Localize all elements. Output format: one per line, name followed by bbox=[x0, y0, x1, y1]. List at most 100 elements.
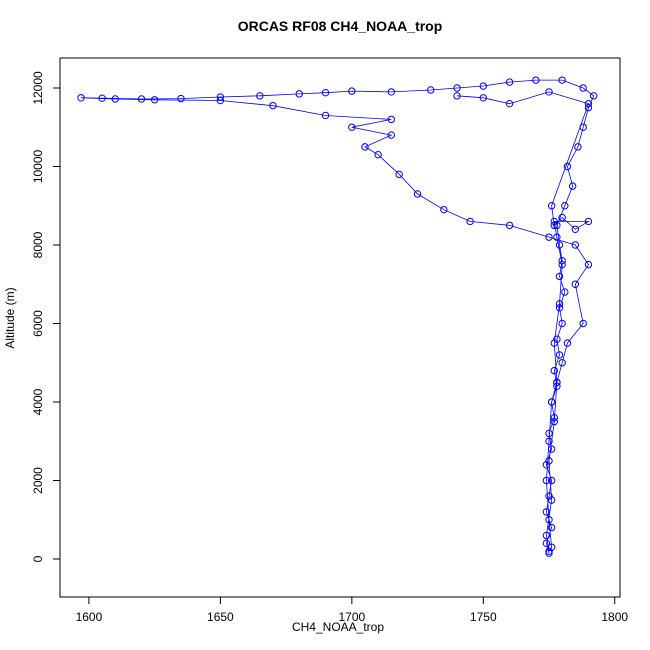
data-point bbox=[553, 233, 561, 241]
data-point bbox=[542, 508, 551, 516]
data-point bbox=[374, 151, 382, 159]
data-point bbox=[505, 99, 514, 108]
x-tick-label: 1600 bbox=[76, 610, 103, 624]
data-point bbox=[547, 523, 556, 532]
data-point bbox=[555, 304, 564, 312]
x-tick-label: 1650 bbox=[207, 610, 234, 624]
data-point bbox=[558, 213, 566, 222]
data-point bbox=[440, 205, 448, 214]
data-point bbox=[321, 111, 330, 120]
data-point bbox=[584, 217, 593, 226]
plot-frame bbox=[59, 57, 621, 598]
data-point bbox=[427, 86, 435, 94]
data-point bbox=[558, 256, 566, 265]
y-tick-label: 0 bbox=[31, 555, 45, 562]
data-point bbox=[269, 101, 277, 110]
data-point bbox=[571, 225, 580, 233]
data-point bbox=[545, 549, 553, 557]
data-point bbox=[348, 123, 356, 131]
data-point bbox=[542, 531, 551, 540]
data-point bbox=[579, 123, 587, 131]
data-point bbox=[558, 260, 566, 269]
y-tick-label: 8000 bbox=[31, 231, 45, 258]
data-point bbox=[584, 103, 593, 112]
data-point bbox=[574, 143, 582, 151]
data-point bbox=[453, 84, 461, 92]
y-tick-label: 4000 bbox=[31, 388, 45, 415]
data-point bbox=[555, 241, 564, 249]
data-point bbox=[505, 78, 514, 86]
data-point bbox=[453, 92, 461, 100]
data-point bbox=[542, 539, 551, 548]
data-point bbox=[77, 94, 85, 102]
data-point bbox=[547, 398, 556, 406]
data-point bbox=[558, 359, 566, 367]
data-point bbox=[558, 76, 566, 84]
data-point bbox=[387, 88, 395, 96]
data-point bbox=[395, 170, 403, 179]
data-point bbox=[387, 131, 395, 139]
data-point bbox=[571, 241, 580, 249]
data-point bbox=[547, 476, 556, 485]
x-axis-label: CH4_NOAA_trop bbox=[292, 620, 384, 634]
data-point bbox=[256, 92, 264, 100]
data-point bbox=[553, 378, 561, 387]
data-point bbox=[479, 82, 487, 90]
y-tick-label: 6000 bbox=[31, 310, 45, 337]
data-point bbox=[563, 162, 572, 171]
data-point bbox=[413, 190, 422, 198]
data-point bbox=[216, 93, 225, 101]
data-point bbox=[553, 382, 561, 390]
data-point bbox=[579, 319, 587, 328]
data-point bbox=[584, 99, 593, 108]
data-point bbox=[479, 94, 487, 102]
data-point bbox=[555, 351, 564, 359]
data-point bbox=[550, 339, 558, 347]
data-point bbox=[545, 492, 553, 500]
data-point bbox=[547, 202, 556, 210]
data-point bbox=[547, 496, 556, 504]
data-point bbox=[545, 429, 553, 438]
data-point bbox=[571, 280, 580, 288]
data-point bbox=[177, 94, 185, 103]
data-point bbox=[542, 476, 551, 485]
x-tick-label: 1800 bbox=[601, 610, 628, 624]
data-point bbox=[584, 260, 593, 269]
data-point bbox=[547, 543, 556, 551]
data-point bbox=[348, 87, 356, 95]
data-point bbox=[550, 217, 558, 226]
data-point bbox=[545, 547, 553, 555]
data-point bbox=[553, 335, 561, 343]
data-point bbox=[321, 88, 330, 97]
data-point bbox=[550, 413, 558, 422]
data-point bbox=[361, 143, 369, 151]
data-point bbox=[137, 95, 146, 103]
y-axis-label: Altitude (m) bbox=[3, 287, 17, 348]
y-tick-label: 2000 bbox=[31, 467, 45, 494]
chart-title: ORCAS RF08 CH4_NOAA_trop bbox=[238, 18, 443, 34]
data-point bbox=[505, 221, 514, 230]
x-tick-label: 1750 bbox=[470, 610, 497, 624]
data-line bbox=[80, 79, 595, 554]
data-point bbox=[550, 366, 558, 375]
data-point bbox=[590, 92, 598, 100]
data-point bbox=[555, 272, 564, 281]
data-point bbox=[568, 182, 577, 190]
data-point bbox=[545, 516, 553, 524]
data-point bbox=[387, 115, 395, 124]
data-point bbox=[111, 95, 119, 103]
data-point bbox=[545, 233, 553, 241]
data-point bbox=[547, 445, 556, 453]
data-point bbox=[553, 221, 561, 230]
data-point bbox=[545, 457, 553, 465]
y-tick-label: 10000 bbox=[31, 149, 45, 183]
data-point bbox=[558, 319, 566, 328]
data-point bbox=[550, 417, 558, 426]
data-point bbox=[579, 84, 587, 92]
data-point bbox=[563, 339, 572, 347]
data-point bbox=[561, 288, 569, 296]
data-point bbox=[561, 202, 569, 210]
data-point bbox=[295, 90, 303, 98]
data-point bbox=[545, 88, 553, 96]
